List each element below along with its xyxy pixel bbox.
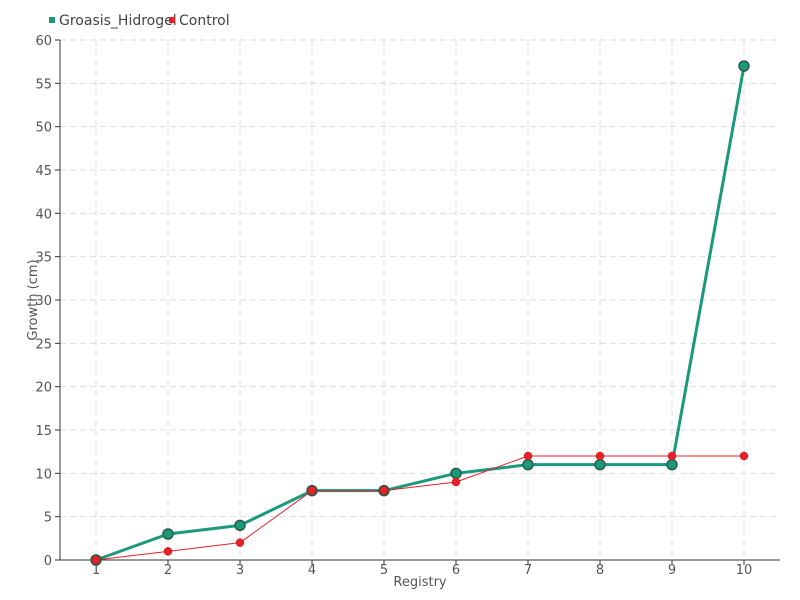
data-point-control[interactable] <box>523 451 533 461</box>
data-point-control[interactable] <box>667 451 677 461</box>
y-tick-label: 60 <box>35 34 52 49</box>
x-tick-label: 9 <box>668 563 676 578</box>
data-point-control[interactable] <box>595 451 605 461</box>
y-tick-label: 0 <box>44 554 52 569</box>
series-line-control <box>95 455 744 561</box>
data-point-groasis[interactable] <box>738 60 750 72</box>
legend-swatch-groasis <box>49 17 55 23</box>
x-tick-label: 10 <box>736 563 753 578</box>
data-point-control[interactable] <box>235 538 245 547</box>
series-lines <box>90 60 750 566</box>
data-point-groasis[interactable] <box>450 467 462 480</box>
data-point-control[interactable] <box>307 486 317 495</box>
y-tick-label: 20 <box>35 381 52 396</box>
y-tick-label: 10 <box>35 467 52 482</box>
x-tick-label: 7 <box>524 563 532 578</box>
x-axis-title: Registry <box>393 575 447 590</box>
legend-label-control: Control <box>179 13 230 29</box>
y-tick-label: 15 <box>35 424 52 439</box>
data-point-control[interactable] <box>451 477 461 487</box>
y-tick-label: 5 <box>44 511 52 526</box>
x-tick-label: 4 <box>308 563 316 578</box>
data-point-groasis[interactable] <box>162 528 174 540</box>
x-tick-label: 1 <box>92 563 100 578</box>
x-tick-label: 6 <box>452 563 460 578</box>
data-point-control[interactable] <box>379 486 389 495</box>
y-tick-label: 40 <box>35 207 52 222</box>
y-tick-label: 35 <box>35 251 52 266</box>
data-point-groasis[interactable] <box>522 458 534 471</box>
y-tick-label: 55 <box>35 77 52 92</box>
y-tick-label: 50 <box>35 121 52 136</box>
data-point-control[interactable] <box>91 555 101 565</box>
y-tick-label: 30 <box>35 294 52 309</box>
legend-item-groasis[interactable]: Groasis_Hidrogel <box>49 13 177 29</box>
series-line-groasis <box>95 65 746 562</box>
data-point-control[interactable] <box>739 451 749 461</box>
legend-item-control[interactable]: Control <box>169 13 230 29</box>
data-point-groasis[interactable] <box>666 458 678 471</box>
x-tick-label: 3 <box>236 563 244 578</box>
grid <box>60 39 780 560</box>
data-point-control[interactable] <box>163 547 173 556</box>
y-axis-title: Growth (cm) <box>26 259 41 340</box>
x-tick-label: 8 <box>596 563 604 578</box>
legend-label-groasis: Groasis_Hidrogel <box>59 13 177 29</box>
y-tick-label: 45 <box>35 164 52 179</box>
x-tick-label: 2 <box>164 563 172 578</box>
data-point-groasis[interactable] <box>594 458 606 471</box>
x-tick-label: 5 <box>380 563 388 578</box>
data-point-groasis[interactable] <box>234 519 246 532</box>
y-tick-label: 25 <box>35 337 52 352</box>
legend-swatch-control <box>169 17 175 23</box>
legend: Groasis_Hidrogel Control <box>49 13 230 29</box>
